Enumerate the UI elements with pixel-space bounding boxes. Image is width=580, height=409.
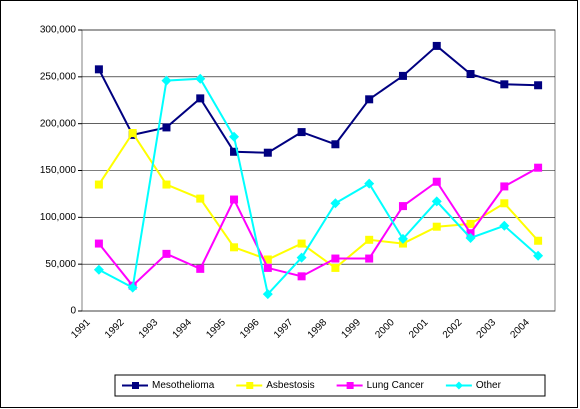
legend-marker xyxy=(454,381,463,390)
legend-label: Lung Cancer xyxy=(367,380,425,391)
marker xyxy=(500,182,509,191)
marker xyxy=(364,178,375,189)
marker xyxy=(162,180,171,189)
marker xyxy=(331,140,340,149)
marker xyxy=(431,196,442,207)
marker xyxy=(263,255,272,264)
marker xyxy=(365,254,374,263)
marker xyxy=(465,232,476,243)
marker xyxy=(297,128,306,137)
marker xyxy=(196,264,205,273)
marker xyxy=(161,75,172,86)
marker xyxy=(534,163,543,172)
marker xyxy=(331,254,340,263)
marker xyxy=(534,236,543,245)
y-tick-label: 100,000 xyxy=(40,212,77,223)
y-tick-label: 150,000 xyxy=(40,165,77,176)
legend-label: Mesothelioma xyxy=(152,380,215,391)
series-line xyxy=(98,44,539,154)
marker xyxy=(94,239,103,248)
legend-label: Asbestosis xyxy=(266,380,314,391)
marker xyxy=(534,81,543,90)
marker xyxy=(262,289,273,300)
marker xyxy=(196,94,205,103)
marker xyxy=(128,129,137,138)
marker xyxy=(499,220,510,231)
marker xyxy=(365,235,374,244)
legend-box xyxy=(114,374,546,397)
marker xyxy=(93,264,104,275)
marker xyxy=(94,180,103,189)
marker xyxy=(398,202,407,211)
marker xyxy=(500,80,509,89)
marker xyxy=(127,282,138,293)
marker xyxy=(466,219,475,228)
marker xyxy=(432,177,441,186)
y-tick-label: 250,000 xyxy=(40,71,77,82)
marker xyxy=(432,41,441,50)
marker xyxy=(296,252,307,263)
marker xyxy=(263,148,272,157)
marker xyxy=(230,243,239,252)
marker xyxy=(297,272,306,281)
marker xyxy=(297,239,306,248)
marker xyxy=(94,65,103,74)
legend-marker xyxy=(246,382,254,389)
y-tick-label: 300,000 xyxy=(40,25,77,36)
legend-label: Other xyxy=(476,380,502,391)
marker xyxy=(398,71,407,80)
legend-marker xyxy=(346,382,354,389)
marker xyxy=(533,250,544,261)
y-tick-label: 0 xyxy=(70,306,76,317)
marker xyxy=(162,123,171,132)
marker xyxy=(330,198,341,209)
marker xyxy=(466,70,475,79)
marker xyxy=(263,263,272,272)
marker xyxy=(432,222,441,231)
marker xyxy=(230,195,239,204)
marker xyxy=(162,249,171,258)
marker xyxy=(229,131,240,142)
y-tick-label: 200,000 xyxy=(40,118,77,129)
y-tick-label: 50,000 xyxy=(45,259,76,270)
marker xyxy=(196,194,205,203)
series-line xyxy=(98,77,539,297)
marker xyxy=(397,233,408,244)
marker xyxy=(365,95,374,104)
legend-marker xyxy=(132,382,139,389)
marker xyxy=(195,73,206,84)
series-line xyxy=(98,166,539,288)
marker xyxy=(500,199,509,208)
marker xyxy=(230,147,239,156)
marker xyxy=(331,263,340,272)
